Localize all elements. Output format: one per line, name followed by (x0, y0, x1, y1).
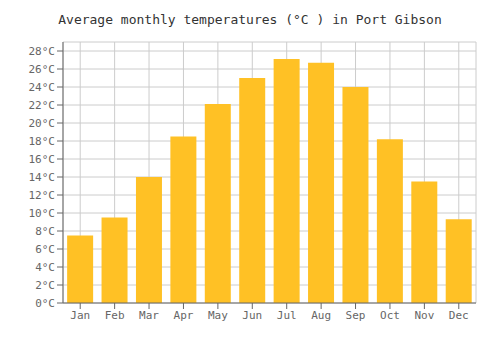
svg-text:Feb: Feb (105, 309, 125, 322)
svg-text:14°C: 14°C (29, 171, 56, 184)
svg-text:Mar: Mar (139, 309, 159, 322)
svg-text:24°C: 24°C (29, 81, 56, 94)
svg-text:2°C: 2°C (35, 279, 55, 292)
svg-text:18°C: 18°C (29, 135, 56, 148)
svg-text:Aug: Aug (311, 309, 331, 322)
svg-text:28°C: 28°C (29, 45, 56, 58)
svg-text:Dec: Dec (449, 309, 469, 322)
svg-text:12°C: 12°C (29, 189, 56, 202)
svg-text:Jul: Jul (277, 309, 297, 322)
svg-text:22°C: 22°C (29, 99, 56, 112)
svg-text:4°C: 4°C (35, 261, 55, 274)
svg-text:8°C: 8°C (35, 225, 55, 238)
svg-text:Nov: Nov (414, 309, 434, 322)
svg-text:0°C: 0°C (35, 297, 55, 310)
svg-text:Apr: Apr (174, 309, 194, 322)
svg-text:20°C: 20°C (29, 117, 56, 130)
svg-text:16°C: 16°C (29, 153, 56, 166)
svg-text:Oct: Oct (380, 309, 400, 322)
svg-text:Jun: Jun (242, 309, 262, 322)
svg-text:May: May (208, 309, 228, 322)
svg-text:Jan: Jan (70, 309, 90, 322)
svg-text:10°C: 10°C (29, 207, 56, 220)
html-text:Average monthly temperatures (: Average monthly temperatures (°C ) in Po… (58, 12, 442, 27)
svg-text:6°C: 6°C (35, 243, 55, 256)
svg-text:Sep: Sep (346, 309, 366, 322)
svg-text:26°C: 26°C (29, 63, 56, 76)
